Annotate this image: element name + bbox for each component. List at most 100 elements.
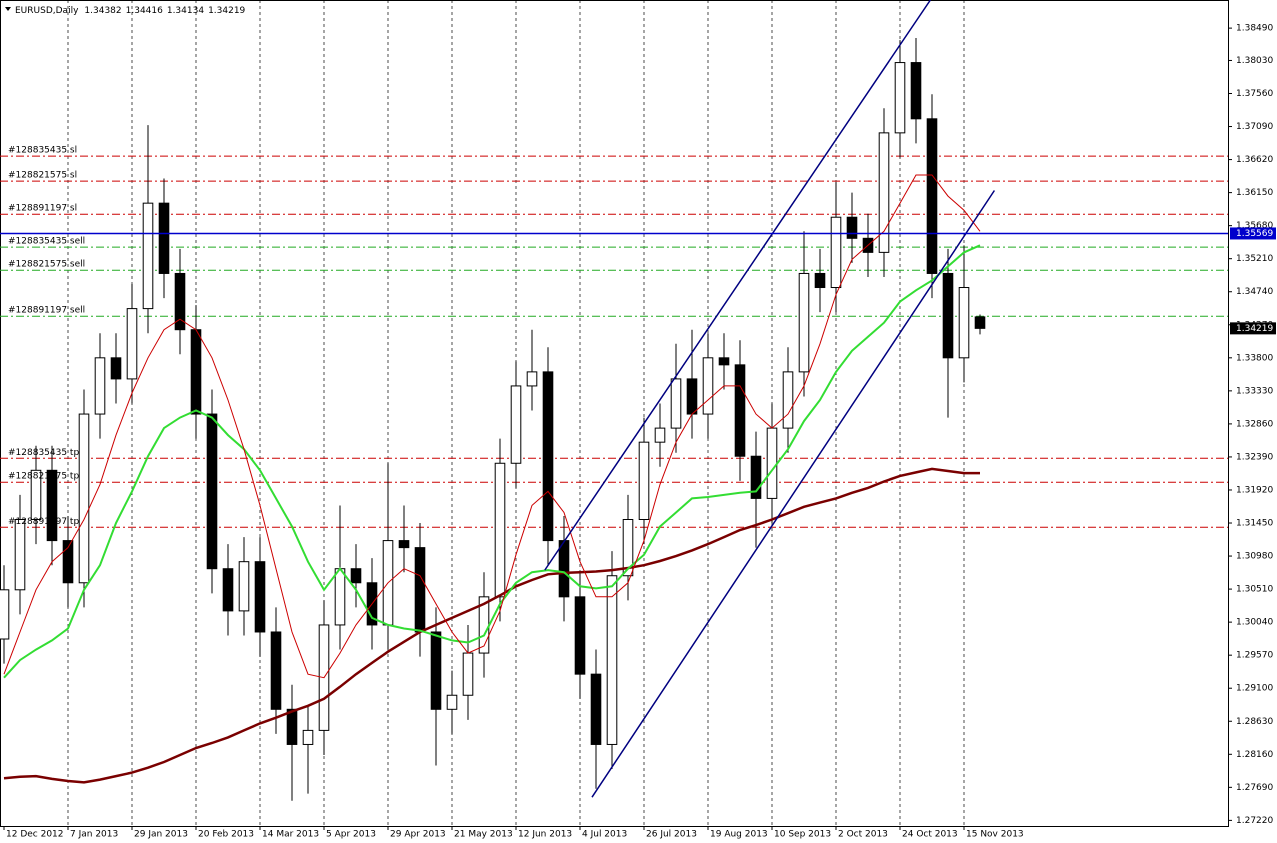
candle-body (782, 371, 794, 429)
x-tick-label: 29 Apr 2013 (390, 830, 446, 840)
candle-body (414, 547, 426, 633)
price-label: 1.34219 (1236, 324, 1273, 334)
candle-body (302, 729, 314, 745)
candle-body (558, 540, 570, 598)
order-label: #128891197 tp (8, 517, 79, 527)
trendline (544, 0, 932, 571)
candle-body (254, 561, 266, 633)
candle-body (974, 316, 986, 329)
x-tick-label: 10 Sep 2013 (774, 830, 831, 840)
candle-body (814, 272, 826, 289)
candle-body (462, 652, 474, 696)
candle-body (30, 469, 42, 521)
candle-body (446, 694, 458, 710)
y-tick-label: 1.35210 (1236, 254, 1273, 264)
y-tick-label: 1.38030 (1236, 56, 1273, 66)
x-tick-label: 19 Aug 2013 (710, 830, 768, 840)
grid (0, 0, 1228, 826)
moving-average (3, 244, 981, 679)
candle-body (798, 272, 810, 373)
candle-body (526, 371, 538, 387)
y-tick-label: 1.30040 (1236, 618, 1273, 628)
candle-body (622, 519, 634, 577)
x-tick-label: 21 May 2013 (454, 830, 513, 840)
y-tick-label: 1.33800 (1236, 353, 1273, 363)
candle-body (62, 540, 74, 584)
candle-body (942, 272, 954, 359)
x-tick-label: 4 Jul 2013 (582, 830, 627, 840)
moving-average (3, 174, 981, 679)
candle-body (878, 132, 890, 253)
price-box (1230, 322, 1276, 335)
candle-body (590, 673, 602, 745)
menu-triangle (5, 7, 11, 11)
x-tick-label: 26 Jul 2013 (646, 830, 697, 840)
candle-body (206, 413, 218, 570)
order-label: #128835435 sl (8, 146, 77, 156)
y-tick-label: 1.36150 (1236, 188, 1273, 198)
y-tick-label: 1.32860 (1236, 419, 1273, 429)
candle-body (190, 329, 202, 415)
candle-body (270, 631, 282, 710)
candle-body (686, 378, 698, 415)
level-label: 1.35569 (1236, 229, 1273, 239)
candle-body (238, 561, 250, 612)
order-label: #128835435 tp (8, 448, 79, 458)
candle-body (126, 308, 138, 380)
y-tick-label: 1.35680 (1236, 221, 1273, 231)
y-tick-label: 1.29100 (1236, 684, 1273, 694)
y-tick-label: 1.27220 (1236, 816, 1273, 826)
candle-body (894, 62, 906, 134)
marks (0, 0, 1228, 801)
order-label: #128835435 sell (8, 237, 85, 247)
y-tick-label: 1.31450 (1236, 519, 1273, 529)
order-label: #128821575 tp (8, 472, 79, 482)
candle-body (910, 62, 922, 120)
candle-body (846, 216, 858, 239)
y-tick-label: 1.30510 (1236, 585, 1273, 595)
y-tick-label: 1.37090 (1236, 122, 1273, 132)
candle-body (574, 596, 586, 675)
candle-body (142, 202, 154, 310)
y-tick-label: 1.37560 (1236, 89, 1273, 99)
chart-header: EURUSD,Daily 1.34382 1.34416 1.34134 1.34219 (15, 6, 246, 16)
candle-body (766, 427, 778, 499)
order-label: #128821575 sell (8, 260, 85, 270)
candle-body (670, 378, 682, 429)
candle-body (350, 568, 362, 584)
x-tick-label: 5 Apr 2013 (326, 830, 376, 840)
header-close: 1.34219 (208, 6, 245, 16)
x-tick-label: 12 Jun 2013 (518, 830, 572, 840)
order-label: #128821575 sl (8, 171, 77, 181)
candle-body (430, 631, 442, 710)
y-tick-label: 1.38490 (1236, 24, 1273, 34)
y-tick-label: 1.34740 (1236, 287, 1273, 297)
y-tick-label: 1.30980 (1236, 552, 1273, 562)
x-tick-label: 20 Feb 2013 (198, 830, 254, 840)
header-open: 1.34382 (84, 6, 121, 16)
symbol: EURUSD,Daily (15, 6, 79, 16)
candle-body (158, 202, 170, 274)
candle-body (46, 469, 58, 542)
y-tick-label: 1.28160 (1236, 750, 1273, 760)
x-tick-label: 15 Nov 2013 (966, 830, 1024, 840)
candle-body (750, 455, 762, 499)
x-tick-label: 2 Oct 2013 (838, 830, 888, 840)
x-tick-label: 12 Dec 2012 (6, 830, 64, 840)
candle-body (494, 462, 506, 598)
y-tick-label: 1.32390 (1236, 452, 1273, 462)
x-tick-label: 7 Jan 2013 (70, 830, 118, 840)
header-high: 1.34416 (126, 6, 163, 16)
y-tick-label: 1.29570 (1236, 651, 1273, 661)
candle-body (654, 427, 666, 443)
x-tick-label: 29 Jan 2013 (134, 830, 188, 840)
candle-body (638, 441, 650, 521)
candle-body (606, 575, 618, 745)
y-tick-label: 1.31920 (1236, 485, 1273, 495)
candle-body (286, 708, 298, 745)
y-tick-label: 1.33330 (1236, 386, 1273, 396)
candle-body (958, 287, 970, 359)
order-label: #128891197 sell (8, 306, 85, 316)
